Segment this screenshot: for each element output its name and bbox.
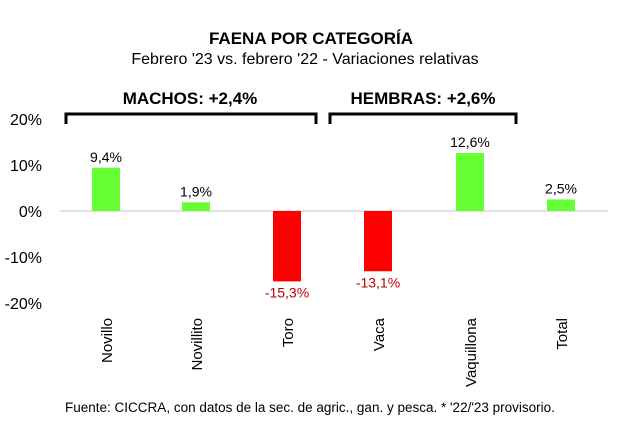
x-tick-label: Total [554,318,571,350]
chart-subtitle: Febrero '23 vs. febrero '22 - Variacione… [131,51,478,68]
x-tick-label: Vaca [371,317,388,351]
group-bracket [328,112,518,124]
data-label: 9,4% [90,149,122,165]
data-label: -13,1% [356,274,400,290]
data-label: 2,5% [545,181,577,197]
data-label: 1,9% [180,183,212,199]
bar-novillo [92,167,120,211]
bar-novillito [182,202,210,211]
chart-title: FAENA POR CATEGORÍA [209,29,413,48]
source-footer: Fuente: CICCRA, con datos de la sec. de … [65,400,555,415]
group-bracket [64,112,318,124]
y-tick-label: -10% [5,250,42,267]
bar-toro [273,211,301,282]
y-tick-label: 10% [10,158,42,175]
x-tick-label: Vaquillona [463,317,480,387]
data-label: -15,3% [265,284,309,300]
y-tick-label: -20% [5,296,42,313]
group-label: MACHOS: +2,4% [123,89,258,108]
x-tick-label: Novillito [189,318,206,371]
group-label: HEMBRAS: +2,6% [350,89,495,108]
bar-total [547,199,575,211]
data-label: 12,6% [450,134,490,150]
x-tick-label: Novillo [99,318,116,363]
bar-vaca [364,211,392,272]
y-tick-label: 0% [19,204,42,221]
bar-vaquillona [456,153,484,211]
x-tick-label: Toro [280,318,297,347]
y-tick-label: 20% [10,112,42,129]
